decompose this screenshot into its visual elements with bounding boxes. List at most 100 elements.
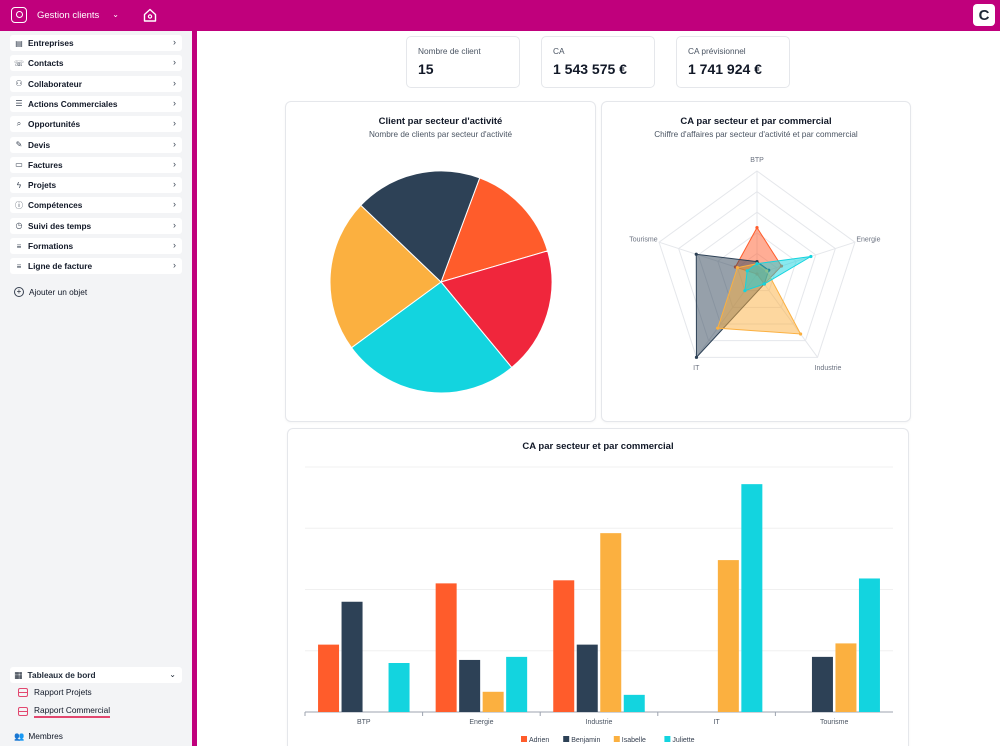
- sidebar-resize-handle[interactable]: [192, 31, 197, 746]
- bar-benjamin[interactable]: [811, 656, 833, 712]
- sidebar-item-contacts[interactable]: ☏ Contacts ›: [10, 55, 182, 72]
- sidebar-item-collaborateur[interactable]: ⚇ Collaborateur ›: [10, 75, 182, 92]
- radar-series-juliette[interactable]: [744, 255, 812, 292]
- chart-title: Client par secteur d'activité: [378, 116, 503, 127]
- dashboards-section[interactable]: ▦ Tableaux de bord ⌄: [10, 667, 182, 683]
- sidebar-item-label: Ligne de facture: [28, 261, 93, 272]
- sidebar-item-projets[interactable]: ϟ Projets ›: [10, 177, 182, 194]
- bar-category-label: Tourisme: [820, 719, 849, 726]
- users-icon: ⚇: [15, 79, 23, 89]
- sidebar-item-factures[interactable]: ▭ Factures ›: [10, 156, 182, 173]
- legend-swatch: [664, 736, 671, 742]
- bar-category-label: Energie: [469, 719, 493, 726]
- bar-adrien[interactable]: [553, 580, 575, 712]
- sidebar-item-entreprises[interactable]: ▤ Entreprises ›: [10, 35, 182, 51]
- legend-swatch: [563, 736, 570, 742]
- radar-point: [735, 266, 740, 270]
- radar-axis-label: BTP: [750, 157, 764, 164]
- radar-axis-label: Energie: [856, 236, 880, 243]
- radar-point: [694, 252, 698, 256]
- legend-label[interactable]: Benjamin: [571, 737, 600, 744]
- bar-benjamin[interactable]: [459, 659, 481, 712]
- radar-point: [743, 289, 747, 293]
- sidebar-item-label: Formations: [28, 241, 74, 251]
- legend-label[interactable]: Isabelle: [622, 737, 646, 744]
- bar-isabelle[interactable]: [600, 533, 622, 712]
- pie-slice[interactable]: [350, 281, 513, 394]
- chevron-down-icon: ⌄: [169, 670, 176, 679]
- pie-slice[interactable]: [440, 177, 549, 283]
- radar-grid: [678, 190, 836, 342]
- dashboards-label: Tableaux de bord: [27, 670, 96, 680]
- kpi-value: 15: [418, 61, 434, 77]
- add-object-button[interactable]: + Ajouter un objet: [14, 287, 87, 297]
- contact-card-icon[interactable]: [11, 7, 27, 23]
- sidebar-item-formations[interactable]: ≡ Formations ›: [10, 238, 182, 254]
- table-icon: [18, 707, 28, 716]
- bar-category-label: Industrie: [586, 719, 613, 726]
- kpi-label: Nombre de client: [418, 46, 481, 56]
- bar-benjamin[interactable]: [341, 601, 363, 712]
- radar-grid: [658, 170, 856, 358]
- bar-juliette[interactable]: [858, 578, 880, 712]
- users-icon: 👥: [14, 731, 25, 741]
- home-icon[interactable]: [142, 7, 158, 23]
- pie-slice[interactable]: [329, 204, 442, 349]
- kpi-label: CA: [553, 46, 565, 56]
- phone-icon: ☏: [13, 58, 24, 68]
- sidebar-item-label: Factures: [28, 159, 63, 170]
- chevron-right-icon: ›: [173, 240, 176, 250]
- pie-chart: [329, 170, 553, 394]
- radar-axis-label: Industrie: [815, 365, 842, 372]
- sidebar-item-suivi-des-temps[interactable]: ◷ Suivi des temps ›: [10, 217, 182, 234]
- bar-chart: BTP Energie Industrie IT Tourisme Adrien Benja…: [304, 466, 893, 744]
- dashboard-label: Rapport Projets: [34, 687, 92, 697]
- radar-point: [694, 355, 699, 359]
- bar-juliette[interactable]: [741, 484, 763, 712]
- chart-subtitle: Chiffre d'affaires par secteur d'activit…: [654, 130, 858, 139]
- bar-adrien[interactable]: [318, 644, 340, 712]
- bar-isabelle[interactable]: [717, 560, 739, 712]
- members-link[interactable]: 👥 Membres: [14, 731, 63, 742]
- top-bar: Gestion clients ⌄ C: [0, 0, 1000, 31]
- legend-swatch: [521, 736, 527, 742]
- sidebar-item-devis[interactable]: ✎ Devis ›: [10, 136, 182, 153]
- bar-benjamin[interactable]: [576, 644, 598, 712]
- legend-label[interactable]: Juliette: [672, 737, 694, 744]
- kpi-value: 1 543 575 €: [553, 61, 627, 77]
- app-selector[interactable]: Gestion clients ⌄: [31, 6, 127, 25]
- chevron-right-icon: ›: [173, 57, 176, 68]
- bar-isabelle[interactable]: [835, 643, 857, 712]
- sidebar-item-comp-tences[interactable]: ⓘ Compétences ›: [10, 197, 182, 214]
- bar-isabelle[interactable]: [482, 691, 504, 712]
- legend-label[interactable]: Adrien: [529, 737, 549, 744]
- sidebar-item-label: Devis: [28, 139, 51, 150]
- clock-icon: ◷: [15, 221, 23, 231]
- sidebar-item-actions-commerciales[interactable]: ☰ Actions Commerciales ›: [10, 95, 182, 112]
- sidebar-item-label: Collaborateur: [28, 78, 82, 89]
- sidebar-item-label: Entreprises: [28, 38, 74, 48]
- database-icon: ≡: [16, 261, 22, 271]
- dashboard-rapport-commercial[interactable]: Rapport Commercial: [18, 705, 111, 718]
- plus-icon: +: [14, 287, 24, 297]
- bar-juliette[interactable]: [388, 663, 410, 712]
- sidebar-item-label: Opportunités: [28, 119, 81, 130]
- dashboard-rapport-projets[interactable]: Rapport Projets: [18, 687, 92, 697]
- chart-title: CA par secteur et par commercial: [522, 441, 674, 452]
- sidebar-item-ligne-de-facture[interactable]: ≡ Ligne de facture ›: [10, 258, 182, 275]
- bar-juliette[interactable]: [506, 656, 528, 712]
- pie-slice[interactable]: [360, 170, 481, 283]
- sidebar-item-label: Compétences: [28, 200, 83, 211]
- bolt-icon: ϟ: [16, 180, 22, 190]
- bar-category-label: BTP: [357, 719, 371, 726]
- building-icon: ▤: [15, 38, 23, 48]
- app-selector-label: Gestion clients: [37, 10, 100, 21]
- bar-juliette[interactable]: [623, 694, 645, 712]
- sidebar-item-opportunit-s[interactable]: ⌕ Opportunités ›: [10, 116, 182, 133]
- grid-icon: ▦: [14, 669, 23, 680]
- bar-chart-panel: CA par secteur et par commercial BTP Ener…: [287, 428, 909, 746]
- app-logo[interactable]: C: [973, 4, 995, 26]
- pie-slice[interactable]: [440, 250, 553, 369]
- kpi-label: CA prévisionnel: [688, 46, 746, 56]
- bar-adrien[interactable]: [435, 583, 457, 712]
